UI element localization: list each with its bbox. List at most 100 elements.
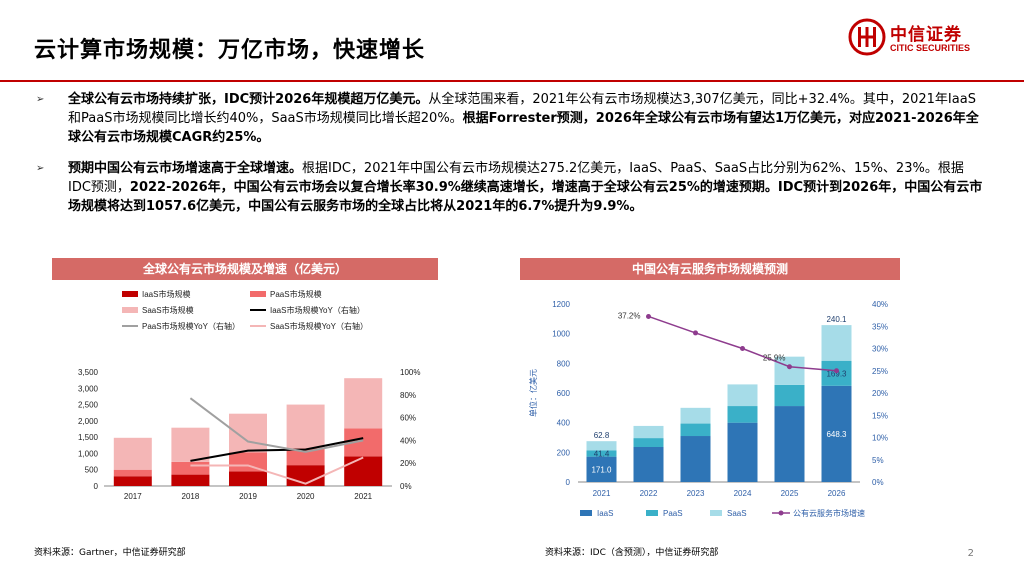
- legend-label: PaaS市场规模YoY（右轴）: [142, 321, 240, 331]
- growth-point: [787, 364, 792, 370]
- global-cloud-chart: IaaS市场规模 PaaS市场规模 SaaS市场规模 IaaS市场规模YoY（右轴） P…: [78, 289, 421, 501]
- y-left-tick: 3,000: [78, 384, 99, 393]
- y-left-tick: 1,500: [78, 433, 99, 442]
- x-tick: 2019: [239, 492, 257, 501]
- bullet-china: ➢ 预期中国公有云市场增速高于全球增速。根据IDC，2021年中国公有云市场规模…: [36, 159, 986, 216]
- x-tick: 2017: [124, 492, 142, 501]
- bar-segment: [727, 384, 758, 407]
- bar-segment: [171, 461, 210, 475]
- bar-segment: [344, 378, 383, 429]
- legend-swatch: [250, 291, 266, 297]
- x-tick: 2023: [687, 489, 705, 498]
- yoy-line: [189, 397, 364, 453]
- bar-value-label: 240.1: [826, 315, 847, 324]
- x-tick: 2024: [734, 489, 752, 498]
- legend-label: SaaS市场规模: [142, 305, 194, 315]
- left-chart-title: 全球公有云市场规模及增速（亿美元）: [52, 258, 438, 280]
- source-left: 资料来源：Gartner，中信证券研究部: [34, 548, 186, 558]
- china-cloud-chart: 0 200 400 600 800 1000 1200 0% 5% 10% 15% 20% 25% 30%…: [528, 300, 888, 518]
- bar-segment: [633, 446, 664, 482]
- bar-segment: [633, 425, 664, 439]
- bar-segment: [680, 423, 711, 437]
- bullet-list: ➢ 全球公有云市场持续扩张，IDC预计2026年规模超万亿美元。从全球范围来看，…: [36, 90, 986, 228]
- bar-segment: [633, 438, 664, 447]
- bullet-global-text1: 从全球范围来看，2021年公有云市场规模达3,307亿美元，同比+32.4%。其…: [68, 92, 976, 126]
- bar-segment: [286, 448, 325, 466]
- y-right-tick: 30%: [872, 345, 888, 354]
- legend-swatch: [646, 510, 658, 516]
- legend-swatch: [122, 307, 138, 313]
- legend-label: IaaS市场规模YoY（右轴）: [270, 305, 365, 315]
- y-right-tick: 15%: [872, 411, 888, 420]
- y-right-tick: 20%: [400, 459, 416, 468]
- legend-swatch: [580, 510, 592, 516]
- source-right: 资料来源：IDC（含预测），中信证券研究部: [545, 548, 719, 558]
- logo-cn-text: 中信证券: [890, 25, 962, 45]
- y-left-tick: 1000: [552, 330, 570, 339]
- bar-segment: [821, 325, 852, 361]
- legend-label: 公有云服务市场增速: [793, 508, 865, 518]
- bar-segment: [774, 406, 805, 482]
- y-right-tick: 20%: [872, 389, 888, 398]
- logo-en-text: CITIC SECURITIES: [890, 43, 971, 53]
- legend-label: IaaS: [597, 509, 613, 518]
- legend-marker: [778, 510, 784, 516]
- y-left-tick: 500: [85, 466, 99, 475]
- growth-line: [648, 315, 837, 372]
- bar-segment: [344, 456, 383, 486]
- bar-segment: [171, 474, 210, 486]
- y-left-tick: 400: [557, 419, 571, 428]
- bullet-china-text1: 根据IDC，2021年中国公有云市场规模达275.2亿美元，IaaS、PaaS、…: [68, 161, 964, 195]
- bar-value-label: 62.8: [594, 431, 610, 440]
- growth-point: [693, 330, 698, 336]
- y-right-tick: 60%: [400, 414, 416, 423]
- page-title: 云计算市场规模：万亿市场，快速增长: [34, 38, 426, 63]
- bar-segment: [171, 427, 210, 462]
- bar-segment: [680, 436, 711, 482]
- y-left-tick: 0: [566, 478, 571, 487]
- bar-segment: [821, 360, 852, 386]
- bar-value-label: 648.3: [826, 430, 847, 439]
- bullet-global: ➢ 全球公有云市场持续扩张，IDC预计2026年规模超万亿美元。从全球范围来看，…: [36, 90, 986, 147]
- y-right-tick: 5%: [872, 456, 884, 465]
- bar-segment: [680, 407, 711, 424]
- bar-value-label: 171.0: [591, 465, 612, 474]
- legend-label: SaaS市场规模YoY（右轴）: [270, 321, 368, 331]
- bullet-arrow-icon: ➢: [36, 163, 45, 174]
- growth-point: [834, 368, 839, 374]
- bar-segment: [229, 471, 267, 486]
- bar-segment: [586, 456, 617, 482]
- x-tick: 2021: [354, 492, 372, 501]
- line-value-label: 37.2%: [618, 311, 641, 320]
- yoy-line: [190, 456, 364, 485]
- yoy-line: [190, 437, 364, 462]
- y-right-tick: 0%: [400, 482, 412, 491]
- bar-segment: [821, 385, 852, 482]
- legend-label: SaaS: [727, 509, 747, 518]
- y-right-tick: 35%: [872, 322, 888, 331]
- bar-segment: [727, 422, 758, 482]
- bar-segment: [774, 356, 805, 385]
- y-right-tick: 40%: [872, 300, 888, 309]
- x-tick: 2022: [640, 489, 658, 498]
- y-right-tick: 40%: [400, 436, 416, 445]
- y-left-tick: 1,000: [78, 449, 99, 458]
- bar-segment: [113, 476, 152, 486]
- bar-value-label: 41.4: [594, 450, 610, 459]
- legend-swatch: [122, 291, 138, 297]
- legend-label: PaaS: [663, 509, 683, 518]
- bullet-global-bold1: 全球公有云市场持续扩张，IDC预计2026年规模超万亿美元。: [68, 92, 429, 107]
- y-left-tick: 3,500: [78, 368, 99, 377]
- x-tick: 2026: [828, 489, 846, 498]
- right-chart-title: 中国公有云服务市场规模预测: [520, 258, 900, 280]
- legend-label: IaaS市场规模: [142, 289, 190, 299]
- y-left-tick: 800: [557, 359, 571, 368]
- y-left-tick: 2,000: [78, 417, 99, 426]
- bullet-global-bold2: 根据Forrester预测，2026年全球公有云市场有望达1万亿美元，对应202…: [68, 111, 979, 145]
- growth-point: [646, 313, 651, 319]
- legend-swatch: [710, 510, 722, 516]
- y-right-tick: 80%: [400, 391, 416, 400]
- y-right-tick: 100%: [400, 368, 420, 377]
- y-axis-label: 单位：亿美元: [528, 369, 538, 417]
- y-left-tick: 1200: [552, 300, 570, 309]
